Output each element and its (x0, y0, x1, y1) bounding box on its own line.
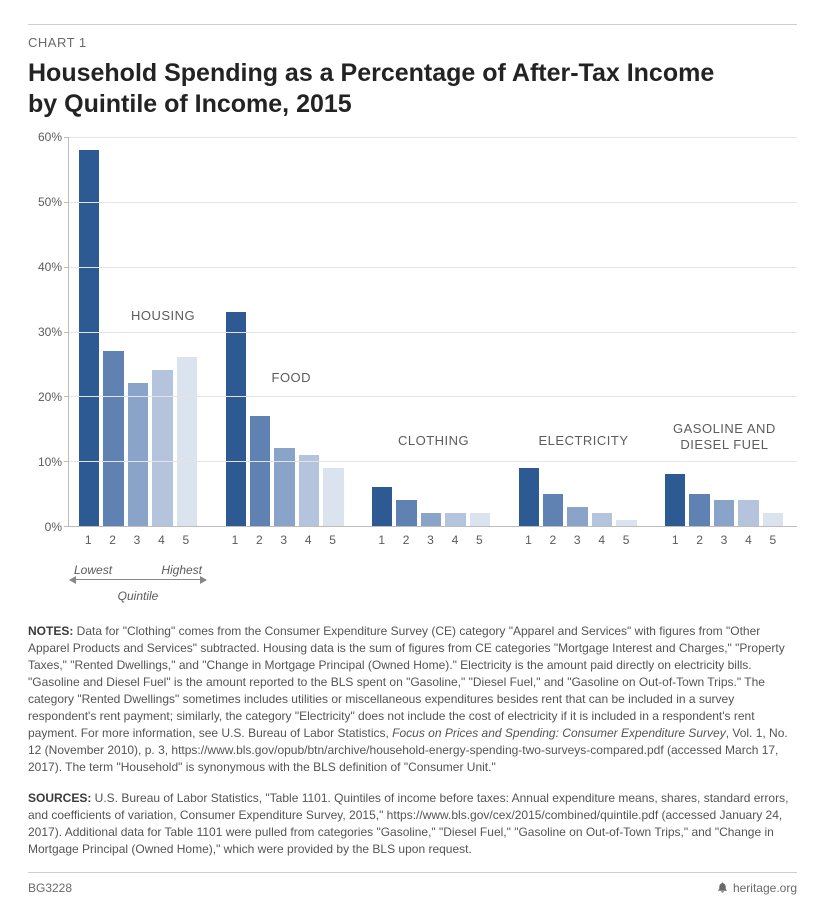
gridline (69, 202, 797, 203)
x-tick-label: 5 (469, 527, 489, 557)
legend-arrow (70, 579, 206, 591)
x-axis: 1234512345123451234512345 (68, 527, 797, 557)
x-tick-label: 4 (445, 527, 465, 557)
bar (372, 487, 392, 526)
bar (543, 494, 563, 526)
y-tick-label: 30% (38, 325, 62, 339)
gridline (69, 396, 797, 397)
bar (714, 500, 734, 526)
bar (396, 500, 416, 526)
footer-id: BG3228 (28, 881, 72, 895)
x-tick-label: 1 (225, 527, 245, 557)
y-tick-label: 40% (38, 260, 62, 274)
gridline (69, 137, 797, 138)
x-tick-label: 3 (714, 527, 734, 557)
x-tick-label: 2 (689, 527, 709, 557)
gridline (69, 267, 797, 268)
y-tick-label: 10% (38, 455, 62, 469)
x-tick-label: 3 (567, 527, 587, 557)
x-tick-label: 5 (763, 527, 783, 557)
bar (299, 455, 319, 526)
x-group: 12345 (74, 527, 200, 557)
y-tick-label: 60% (38, 130, 62, 144)
bar (177, 357, 197, 526)
sources-text: SOURCES: U.S. Bureau of Labor Statistics… (28, 790, 797, 858)
x-tick-label: 3 (127, 527, 147, 557)
bar-chart: 0%10%20%30%40%50%60% HOUSINGFOODCLOTHING… (28, 137, 797, 557)
bar (665, 474, 685, 526)
x-tick-label: 1 (372, 527, 392, 557)
bell-icon (717, 882, 728, 894)
x-tick-label: 2 (102, 527, 122, 557)
bar (763, 513, 783, 526)
x-group: 12345 (221, 527, 347, 557)
x-tick-label: 4 (738, 527, 758, 557)
bar (274, 448, 294, 526)
x-tick-label: 3 (420, 527, 440, 557)
bar (738, 500, 758, 526)
bar (152, 370, 172, 526)
gridline (69, 461, 797, 462)
x-group: 12345 (661, 527, 787, 557)
gridline (69, 332, 797, 333)
footer-site: heritage.org (733, 881, 797, 895)
bar (79, 150, 99, 526)
legend-quintile: Quintile (70, 589, 206, 603)
x-tick-label: 5 (616, 527, 636, 557)
bar (567, 507, 587, 526)
x-tick-label: 2 (249, 527, 269, 557)
x-group: 12345 (514, 527, 640, 557)
bar (519, 468, 539, 526)
quintile-legend: Lowest Highest Quintile (70, 563, 206, 603)
y-tick-label: 50% (38, 195, 62, 209)
x-tick-label: 2 (543, 527, 563, 557)
bar (226, 312, 246, 526)
bar (616, 520, 636, 526)
plot-area: HOUSINGFOODCLOTHINGELECTRICITYGASOLINE A… (68, 137, 797, 527)
x-tick-label: 4 (591, 527, 611, 557)
x-tick-label: 5 (176, 527, 196, 557)
x-tick-label: 1 (518, 527, 538, 557)
bar (592, 513, 612, 526)
bar (470, 513, 490, 526)
y-tick-label: 20% (38, 390, 62, 404)
bar (421, 513, 441, 526)
x-group: 12345 (368, 527, 494, 557)
x-tick-label: 1 (665, 527, 685, 557)
bar (128, 383, 148, 526)
x-tick-label: 1 (78, 527, 98, 557)
bar (250, 416, 270, 526)
x-tick-label: 3 (274, 527, 294, 557)
legend-lowest: Lowest (74, 563, 112, 577)
legend-highest: Highest (161, 563, 202, 577)
bar (323, 468, 343, 526)
bar (445, 513, 465, 526)
bar (103, 351, 123, 526)
chart-label: CHART 1 (28, 35, 797, 50)
y-axis: 0%10%20%30%40%50%60% (28, 137, 68, 527)
notes-text: NOTES: Data for "Clothing" comes from th… (28, 623, 797, 776)
x-tick-label: 4 (151, 527, 171, 557)
chart-title: Household Spending as a Percentage of Af… (28, 58, 797, 119)
x-tick-label: 2 (396, 527, 416, 557)
x-tick-label: 5 (322, 527, 342, 557)
y-tick-label: 0% (45, 520, 62, 534)
bar (689, 494, 709, 526)
footer: BG3228 heritage.org (28, 872, 797, 895)
x-tick-label: 4 (298, 527, 318, 557)
